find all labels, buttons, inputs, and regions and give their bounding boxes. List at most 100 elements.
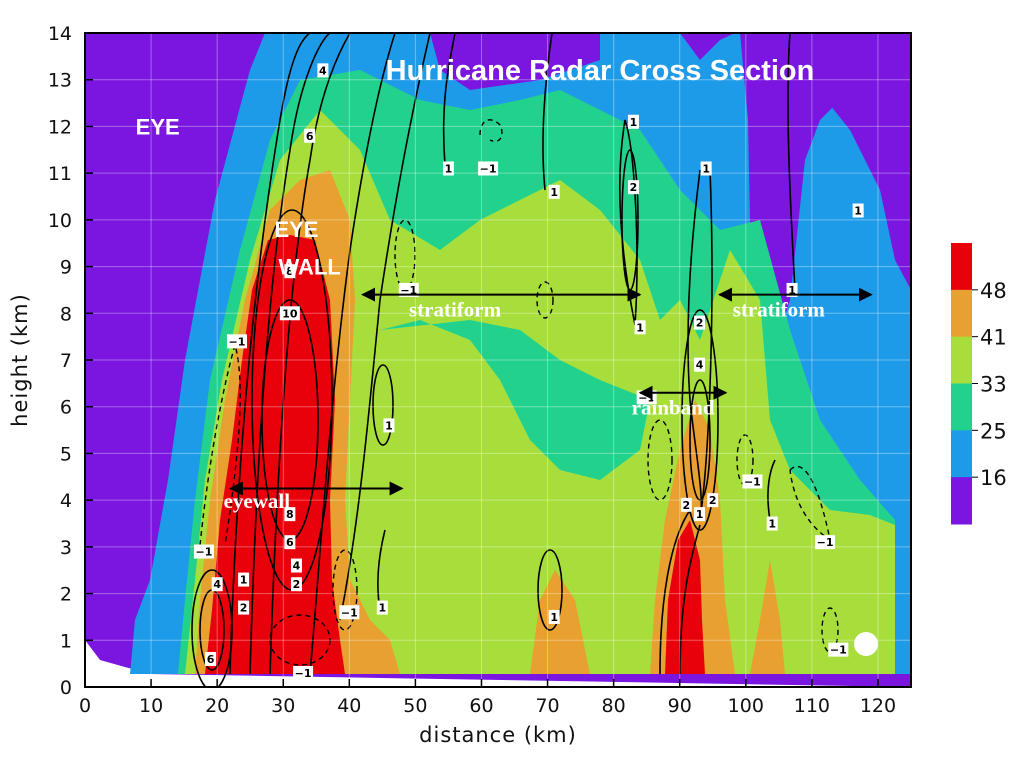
colorbar-label: 48 (980, 279, 1007, 303)
contour-label-text: 1 (379, 602, 387, 615)
y-axis-title: height (km) (8, 293, 32, 427)
orange-lower-right (750, 560, 785, 674)
contour-label-box (383, 418, 395, 433)
contour-label-box (548, 184, 560, 199)
colorbar-segment (951, 383, 972, 431)
contour-label-box (742, 474, 763, 489)
contour-label-text: 2 (709, 494, 717, 507)
contour-label-box (290, 577, 302, 592)
contour-label-box (694, 507, 706, 522)
contour-label: 1 (852, 203, 864, 218)
contour-rainband-4 (659, 509, 691, 675)
contour-label: −1 (742, 474, 763, 489)
y-tick-label: 9 (60, 257, 72, 279)
contour-rainband-3 (689, 379, 711, 501)
contour-label-box (339, 605, 360, 620)
gridlines (85, 33, 911, 687)
contour-label: 2 (627, 180, 639, 195)
contour-label: 1 (238, 572, 250, 587)
contour-label-box (548, 609, 560, 624)
y-tick-label: 4 (60, 490, 72, 512)
contour-label: 1 (548, 609, 560, 624)
x-tick-label: 110 (794, 695, 830, 717)
contour-label-text: 4 (213, 578, 221, 591)
x-tick-label: 40 (337, 695, 361, 717)
contour-label-text: 6 (286, 536, 294, 549)
y-tick-label: 6 (60, 397, 72, 419)
contour-low-2 (191, 569, 233, 687)
colorbar-segment (951, 336, 972, 384)
contour-label-box (304, 128, 316, 143)
x-axis-ticks: 0 10 20 30 40 50 60 70 80 90 100 110 120 (79, 679, 896, 717)
contour-label: 6 (284, 535, 296, 550)
contour-label-text: 4 (696, 359, 704, 372)
annotation-stratiform: stratiform (409, 298, 502, 322)
contour-label-box (284, 507, 296, 522)
y-tick-label: 13 (48, 70, 72, 92)
contour-label: 4 (211, 577, 223, 592)
colorbar-label: 33 (980, 373, 1007, 397)
y-tick-label: 10 (48, 210, 72, 232)
contour-label-box (627, 114, 639, 129)
dashed-contour-8 (821, 607, 839, 653)
contour-label-box (478, 161, 499, 176)
dashed-contour-10 (269, 614, 331, 666)
contour-label: 1 (548, 184, 560, 199)
contour-label-text: −1 (830, 644, 847, 657)
contour-label-text: 1 (445, 162, 453, 175)
x-tick-label: 100 (728, 695, 764, 717)
contour-label-text: −1 (341, 606, 358, 619)
contour-label-text: 1 (768, 518, 776, 531)
purple-top-mid (430, 33, 600, 90)
contour-label-box (700, 161, 712, 176)
contour-label-text: 8 (286, 265, 294, 278)
contour-label: −1 (815, 535, 836, 550)
annotation-eye: EYE (136, 114, 180, 139)
contour-outer-1 (229, 33, 311, 675)
x-tick-label: 90 (668, 695, 692, 717)
colorbar: 48 41 33 25 16 (951, 243, 1007, 525)
annotation-rainband: rainband (632, 396, 715, 420)
x-tick-label: 70 (535, 695, 559, 717)
contour-label-text: −1 (229, 335, 246, 348)
colorbar-label: 25 (980, 419, 1007, 443)
contour-label-box (376, 600, 388, 615)
annotation-eye: EYE (274, 217, 318, 242)
red-eyewall (205, 235, 345, 674)
contour-label: 1 (376, 600, 388, 615)
contour-label-box (293, 665, 314, 680)
contour-label: −1 (478, 161, 499, 176)
vertical-velocity-contours (191, 33, 796, 687)
contour-label: 1 (694, 507, 706, 522)
contour-label-box (634, 320, 646, 335)
teal-inner (380, 320, 650, 480)
contour-rainband-2 (681, 309, 719, 531)
annotation-stratiform: stratiform (733, 298, 826, 322)
contour-label-text: −1 (196, 546, 213, 559)
contour-label-text: 1 (854, 205, 862, 218)
contour-label-text: 1 (385, 419, 393, 432)
contour-label-box (694, 357, 706, 372)
contour-label: 2 (238, 600, 250, 615)
colorbar-segment (951, 289, 972, 338)
x-tick-label: 60 (469, 695, 493, 717)
dashed-contour-3 (479, 119, 503, 142)
contour-label: −1 (293, 665, 314, 680)
x-tick-label: 120 (860, 695, 896, 717)
contour-label: 8 (284, 507, 296, 522)
x-tick-label: 50 (403, 695, 427, 717)
contour-label-text: 2 (682, 499, 690, 512)
reflectivity-field (85, 33, 911, 687)
contour-label-text: 8 (286, 508, 294, 521)
contour-label-text: 2 (696, 317, 704, 330)
contour-top-2 (542, 33, 553, 191)
contour-label-text: 4 (293, 560, 301, 573)
contour-label: 1 (627, 114, 639, 129)
contour-label-text: 2 (630, 181, 638, 194)
contour-label-text: 1 (630, 116, 638, 129)
y-tick-label: 2 (60, 584, 72, 606)
contour-label-text: 6 (207, 653, 215, 666)
contour-mid-1 (372, 364, 394, 446)
contour-label: 1 (442, 161, 454, 176)
